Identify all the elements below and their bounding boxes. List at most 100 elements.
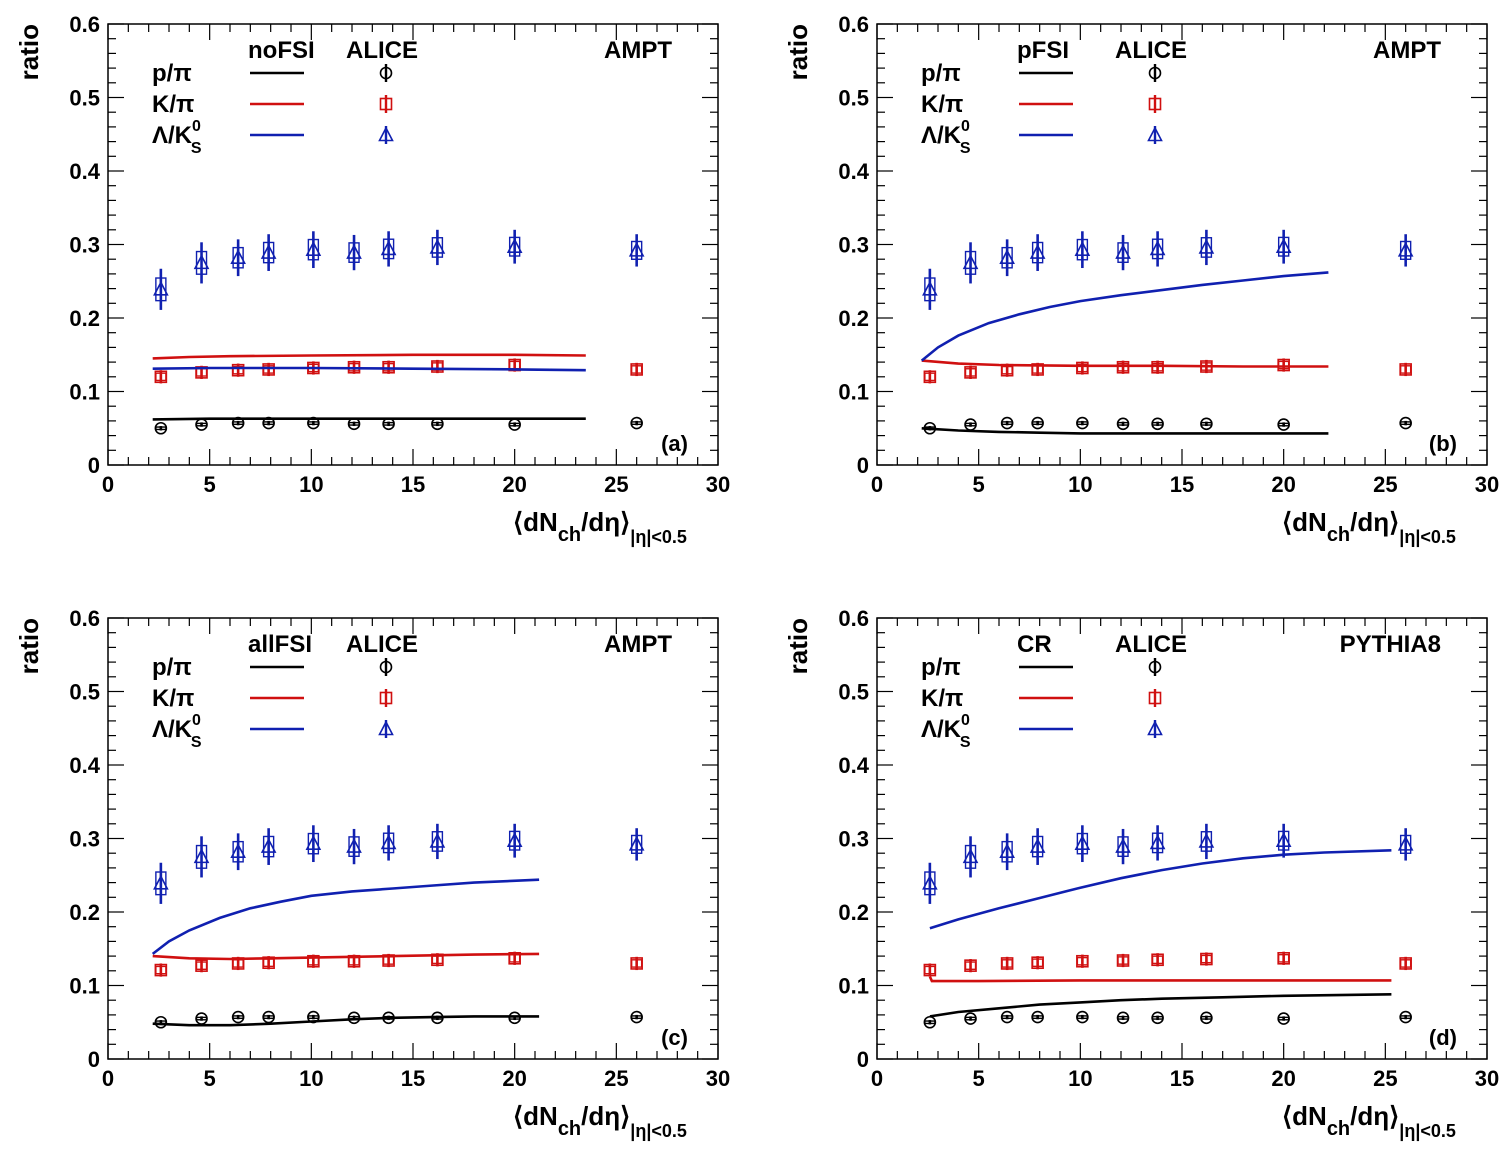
- sys-error-box: [964, 844, 977, 869]
- x-tick-label: 15: [401, 1066, 425, 1091]
- model-line: [920, 271, 1329, 362]
- alice-point: [260, 837, 277, 853]
- alice-point: [193, 848, 210, 864]
- legend-marker: [1148, 66, 1162, 80]
- alice-point: [195, 1012, 208, 1025]
- series-k_pi: K/π: [921, 685, 1412, 983]
- alice-point: [346, 243, 362, 259]
- legend-model-label: pFSI: [1017, 37, 1069, 64]
- sys-error-box: [1117, 836, 1129, 857]
- x-tick-label: 5: [973, 1066, 985, 1091]
- y-axis-title: ratio: [783, 24, 813, 80]
- alice-point: [347, 954, 361, 968]
- alice-point: [347, 1011, 361, 1025]
- y-tick-label: 0.4: [838, 753, 869, 778]
- alice-point: [508, 1011, 521, 1025]
- y-tick-label: 0: [857, 453, 869, 478]
- alice-point: [1076, 1010, 1089, 1024]
- model-line: [921, 427, 1329, 435]
- x-tick-label: 5: [973, 472, 985, 497]
- alice-point: [1200, 1011, 1213, 1025]
- sys-error-box: [924, 871, 936, 896]
- alice-point: [1149, 834, 1166, 850]
- sys-error-box: [195, 250, 208, 275]
- alice-point: [630, 363, 643, 376]
- chart-panel-d: 0 5 10 15 20 25 30 0 0.1 0.2 0.3 0.4 0.5 0.6 ratio ⟨dNc…: [783, 606, 1499, 1141]
- series-lambda_k: Λ/K0 S: [152, 118, 645, 372]
- alice-point: [964, 418, 977, 431]
- x-tick-label: 10: [299, 1066, 323, 1091]
- alice-point: [1277, 418, 1290, 431]
- alice-point: [431, 360, 444, 373]
- y-tick-label: 0.6: [69, 606, 100, 631]
- sys-error-box: [1076, 238, 1089, 261]
- x-tick-label: 30: [706, 472, 730, 497]
- alice-point: [999, 842, 1015, 859]
- alice-point: [999, 248, 1015, 265]
- alice-point: [922, 874, 938, 890]
- sys-error-box: [1277, 236, 1290, 257]
- y-tick-label: 0.2: [838, 900, 869, 925]
- x-tick-label: 0: [102, 472, 114, 497]
- sys-error-box: [382, 238, 395, 260]
- alice-point: [307, 416, 320, 430]
- plot-frame: [876, 23, 1488, 466]
- x-tick-label: 20: [1271, 472, 1295, 497]
- alice-point: [508, 952, 521, 965]
- alice-point: [1198, 832, 1215, 848]
- alice-point: [922, 280, 938, 296]
- alice-point: [380, 834, 397, 850]
- legend-entry-label: Λ/K0 S: [921, 118, 971, 157]
- alice-point: [1029, 837, 1046, 853]
- x-axis-title: ⟨dNch/dη⟩|η|<0.5: [513, 507, 687, 547]
- legend-data-label: ALICE: [346, 631, 418, 658]
- alice-point: [1031, 956, 1044, 970]
- model-line: [929, 849, 1392, 930]
- legend-marker: [378, 720, 394, 736]
- x-tick-label: 20: [1271, 1066, 1295, 1091]
- sys-error-box: [1117, 242, 1129, 263]
- alice-point: [923, 370, 937, 384]
- sys-error-box: [1001, 840, 1013, 863]
- series-k_pi: K/π: [152, 685, 643, 977]
- x-axis-title: ⟨dNch/dη⟩|η|<0.5: [1282, 1101, 1456, 1141]
- sys-error-box: [1200, 831, 1213, 852]
- alice-point: [1115, 243, 1131, 259]
- y-tick-label: 0.5: [838, 86, 869, 111]
- alice-point: [382, 954, 395, 967]
- alice-point: [231, 1010, 245, 1024]
- alice-point: [347, 417, 361, 431]
- alice-point: [630, 416, 643, 430]
- x-axis-title: ⟨dNch/dη⟩|η|<0.5: [1282, 507, 1456, 547]
- model-line: [928, 976, 1392, 983]
- alice-point: [1116, 954, 1130, 967]
- alice-point: [1076, 361, 1089, 375]
- sys-error-box: [382, 832, 395, 854]
- y-tick-label: 0.2: [69, 900, 100, 925]
- alice-point: [508, 418, 521, 431]
- legend-entry-label: p/π: [152, 654, 192, 681]
- x-tick-label: 20: [502, 1066, 526, 1091]
- model-line: [929, 993, 1392, 1018]
- series-lambda_k: Λ/K0 S: [151, 712, 645, 955]
- sys-error-box: [1200, 237, 1213, 258]
- alice-point: [1151, 360, 1164, 374]
- generator-label: PYTHIA8: [1340, 631, 1441, 658]
- series-k_pi: K/π: [152, 91, 643, 384]
- alice-point: [1151, 953, 1164, 967]
- series-k_pi: K/π: [921, 91, 1412, 384]
- alice-point: [923, 1015, 937, 1029]
- alice-point: [1031, 363, 1044, 376]
- alice-point: [630, 957, 643, 970]
- alice-point: [1275, 831, 1292, 848]
- alice-point: [429, 238, 446, 254]
- alice-point: [431, 1011, 444, 1025]
- sys-error-box: [232, 840, 244, 863]
- x-tick-label: 0: [102, 1066, 114, 1091]
- x-tick-label: 25: [1373, 1066, 1397, 1091]
- legend-entry-label: K/π: [921, 685, 963, 712]
- alice-point: [307, 954, 320, 968]
- series-p_pi: p/π: [152, 60, 643, 435]
- alice-point: [307, 1010, 320, 1024]
- y-tick-label: 0.4: [838, 159, 869, 184]
